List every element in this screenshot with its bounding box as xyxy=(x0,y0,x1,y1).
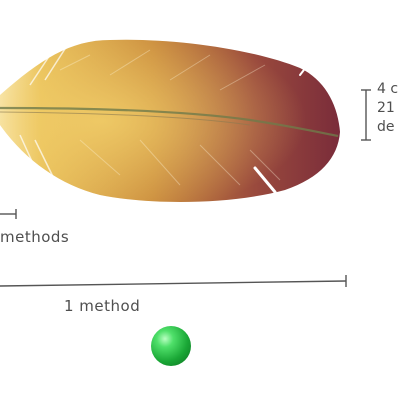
one-method-label: 1 method xyxy=(64,297,141,315)
green-ball xyxy=(151,326,191,366)
side-note-line3: de xyxy=(377,119,395,135)
small-methods-label: methods xyxy=(0,228,70,246)
one-method-bracket xyxy=(0,275,347,287)
vane-split xyxy=(253,166,277,194)
width-bracket xyxy=(361,89,371,141)
side-note-line1: 4 c xyxy=(377,81,399,97)
feather-shaft xyxy=(0,106,339,138)
feather-barbs xyxy=(59,49,281,186)
side-note: 4 c 21 de xyxy=(377,80,398,137)
small-methods-bracket xyxy=(0,209,17,219)
side-note-line2: 21 xyxy=(377,100,395,116)
